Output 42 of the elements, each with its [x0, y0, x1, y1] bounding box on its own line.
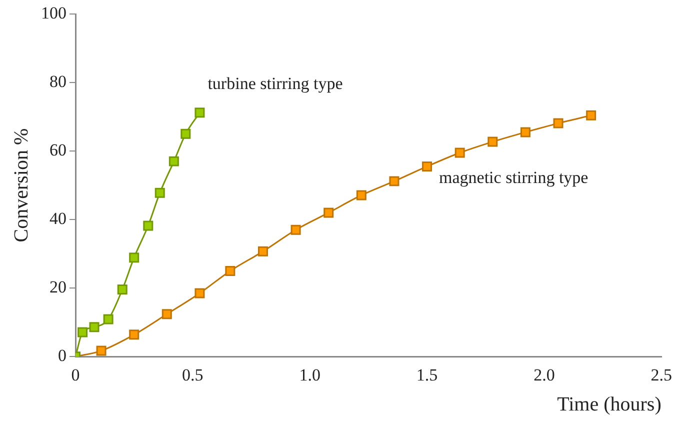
point [553, 118, 564, 128]
point [422, 161, 432, 172]
x-tick-label: 0.5 [182, 365, 204, 384]
point [356, 190, 366, 200]
point [586, 110, 596, 120]
y-tick-label: 20 [50, 278, 66, 297]
point [324, 208, 334, 218]
point [194, 108, 205, 118]
point [154, 188, 165, 198]
y-tick-label: 0 [58, 346, 66, 366]
point [143, 220, 154, 231]
point [488, 136, 498, 147]
point [454, 148, 465, 158]
point [520, 127, 530, 138]
point [194, 288, 205, 298]
point [389, 176, 400, 186]
point [89, 322, 100, 332]
y-axis-title: Conversion % [10, 128, 32, 242]
x-axis-title: Time (hours) [557, 393, 662, 416]
series-label: turbine stirring type [208, 74, 343, 94]
point [117, 284, 128, 294]
point [225, 266, 236, 276]
point [258, 246, 268, 256]
point [129, 330, 140, 340]
x-tick-label: 1.0 [299, 365, 320, 384]
point [96, 346, 106, 356]
point [290, 224, 301, 235]
x-tick-label: 1.5 [416, 365, 438, 384]
point [180, 128, 191, 139]
point [168, 156, 179, 166]
x-tick-label: 2.5 [650, 365, 672, 384]
x-tick-label: 0 [71, 365, 80, 384]
point [103, 314, 114, 324]
y-tick-label: 60 [50, 140, 66, 160]
point [129, 252, 140, 263]
y-tick-label: 40 [50, 209, 66, 228]
y-tick-label: 100 [41, 3, 66, 22]
x-tick-label: 2.0 [534, 365, 555, 384]
series-label: magnetic stirring type [439, 168, 588, 187]
point [162, 309, 172, 320]
y-tick-label: 80 [50, 72, 66, 91]
point [78, 327, 88, 338]
